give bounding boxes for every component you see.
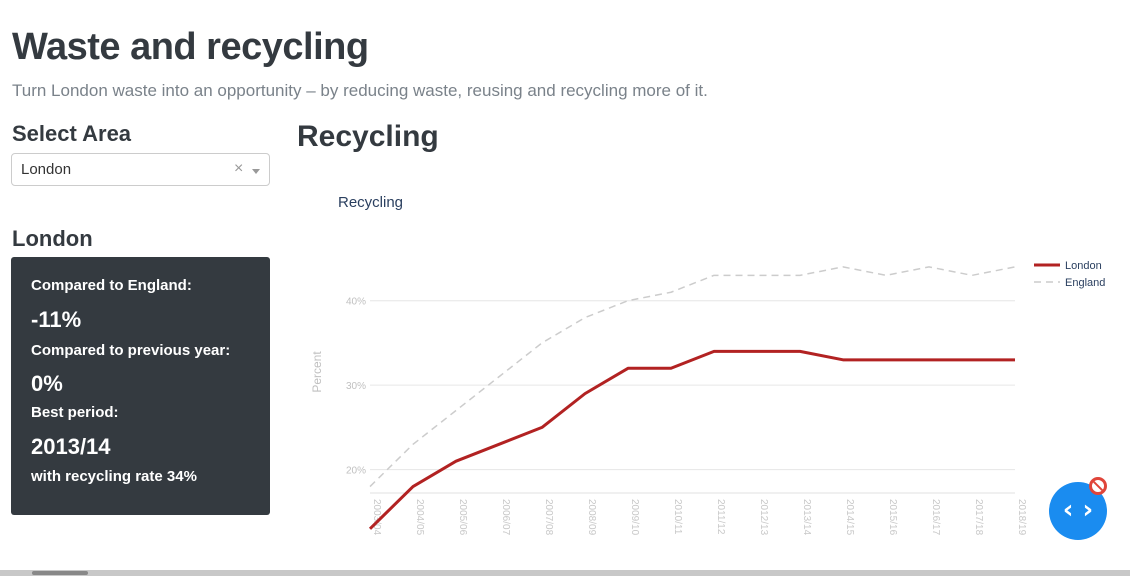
y-tick-label: 30% xyxy=(346,381,366,392)
area-heading: London xyxy=(12,226,93,251)
x-tick-label: 2009/10 xyxy=(629,499,640,536)
compared-prev-label: Compared to previous year: xyxy=(31,342,231,359)
x-tick-label: 2012/13 xyxy=(758,499,769,536)
x-tick-label: 2004/05 xyxy=(414,499,425,536)
legend-label-england: England xyxy=(1065,277,1105,289)
x-tick-label: 2003/04 xyxy=(371,499,382,536)
x-tick-label: 2011/12 xyxy=(715,499,726,535)
select-area-label: Select Area xyxy=(12,121,132,146)
x-tick-label: 2008/09 xyxy=(586,499,597,536)
area-select-value: London xyxy=(21,161,72,178)
best-rate-text: with recycling rate 34% xyxy=(31,468,197,485)
best-period-label: Best period: xyxy=(31,404,119,421)
chevron-down-icon[interactable] xyxy=(252,169,260,174)
x-tick-label: 2018/19 xyxy=(1016,499,1027,536)
compared-england-label: Compared to England: xyxy=(31,277,192,294)
page-title: Waste and recycling xyxy=(12,26,369,68)
best-period-value: 2013/14 xyxy=(31,434,111,459)
section-title: Recycling xyxy=(297,120,439,153)
x-tick-label: 2017/18 xyxy=(973,499,984,536)
x-tick-label: 2014/15 xyxy=(844,499,855,536)
compared-prev-value: 0% xyxy=(31,371,63,396)
blocked-icon xyxy=(1089,477,1107,495)
stats-card: Compared to England: -11% Compared to pr… xyxy=(11,257,270,515)
area-select[interactable]: London × xyxy=(11,153,270,186)
x-tick-label: 2007/08 xyxy=(543,499,554,536)
x-tick-label: 2010/11 xyxy=(672,499,683,535)
series-line-england xyxy=(369,266,1016,488)
y-axis-label: Percent xyxy=(310,351,324,393)
compared-england-value: -11% xyxy=(31,307,82,332)
x-tick-label: 2005/06 xyxy=(457,499,468,536)
scrollbar-thumb[interactable] xyxy=(32,571,88,575)
clear-icon[interactable]: × xyxy=(234,160,244,177)
page-subtitle: Turn London waste into an opportunity – … xyxy=(12,81,708,100)
series-line-london xyxy=(368,349,1015,530)
legend-label-london: London xyxy=(1065,260,1102,272)
horizontal-scrollbar[interactable] xyxy=(0,570,1130,576)
chart-title: Recycling xyxy=(338,194,403,211)
x-tick-label: 2013/14 xyxy=(801,499,812,536)
x-tick-label: 2015/16 xyxy=(887,499,898,536)
y-tick-label: 40% xyxy=(346,297,366,308)
code-brackets-icon: ‹ › xyxy=(1062,495,1094,525)
x-tick-label: 2006/07 xyxy=(500,499,511,536)
y-tick-label: 20% xyxy=(346,466,366,477)
x-tick-label: 2016/17 xyxy=(930,499,941,536)
